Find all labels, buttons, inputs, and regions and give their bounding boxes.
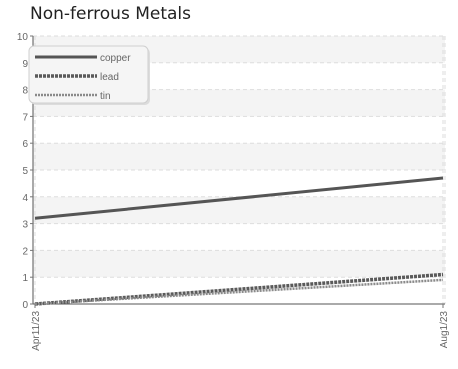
series-line-lead [34,272,444,306]
y-tick-label: 3 [22,220,28,231]
x-tick-label: Aug1/23 [439,311,450,349]
y-tick-label: 10 [17,32,29,43]
y-tick-label: 8 [22,86,28,97]
legend-label-copper: copper [100,53,131,64]
y-tick-label: 0 [22,300,28,311]
y-tick-label: 4 [22,193,28,204]
y-tick-label: 1 [22,273,28,284]
series-line-copper [34,176,444,220]
y-tick-label: 6 [22,139,28,150]
series-line-tin [34,278,444,306]
x-tick-label: Apr11/23 [31,311,42,351]
legend: copper lead tin [28,45,150,105]
chart-title: Non-ferrous Metals [30,4,192,24]
legend-label-tin: tin [100,91,111,102]
grid-band [33,196,445,224]
y-tick-label: 5 [22,166,28,177]
gridlines [33,35,446,305]
y-tick-label: 7 [22,112,28,123]
grid-band [33,143,445,170]
legend-label-lead: lead [100,72,119,83]
series-lines [34,176,444,306]
x-tick-labels: Apr11/23 Aug1/23 [31,304,450,351]
y-tick-label: 9 [22,59,28,70]
y-tick-label: 2 [22,246,28,257]
grid-band [33,250,445,278]
